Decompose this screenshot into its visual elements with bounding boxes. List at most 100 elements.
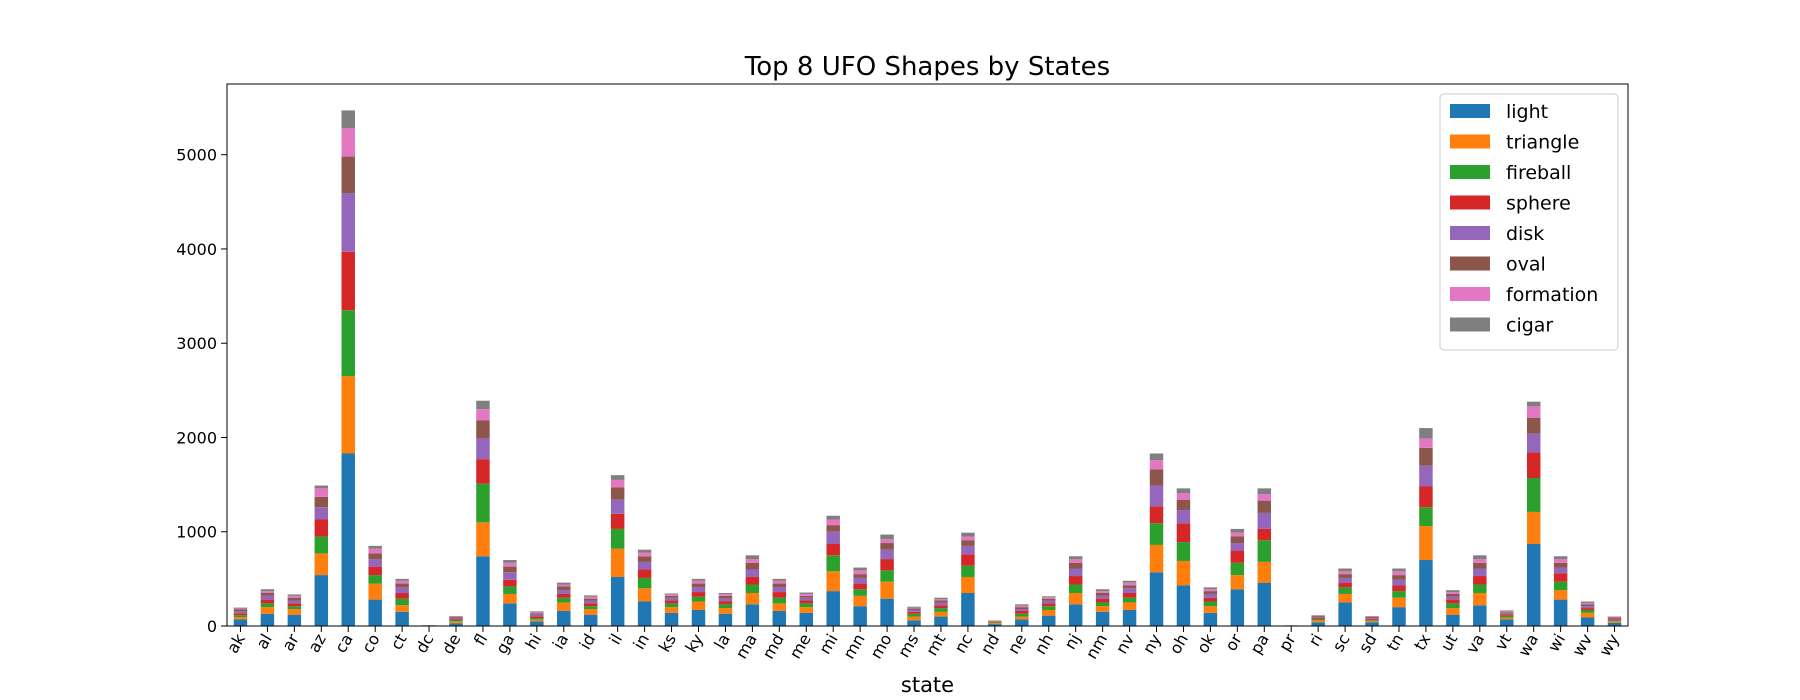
bar-segment-fireball-in [637,577,652,589]
bar-segment-oval-ks [664,595,679,598]
bar-segment-triangle-ne [1015,616,1029,620]
bar-segment-formation-pa [1257,494,1272,501]
bar-segment-oval-wi [1553,562,1568,568]
bar-segment-triangle-hi [530,619,544,622]
bar-segment-cigar-la [718,593,733,594]
bar-segment-cigar-nm [1095,589,1110,592]
bar-segment-disk-fl [476,438,490,460]
bar-segment-light-tn [1392,607,1406,626]
x-tick-label: id [575,631,599,653]
bar-segment-fireball-tn [1392,591,1406,598]
bar-segment-triangle-ca [341,376,355,454]
x-tick-label: pa [1246,631,1272,658]
bar-segment-disk-az [314,507,329,520]
bar-segment-formation-az [314,488,329,497]
y-tick-label: 2000 [176,428,217,447]
bar-segment-oval-nc [961,540,975,546]
bar-segment-oval-il [610,487,625,500]
bar-segment-triangle-mt [934,611,948,617]
legend-swatch-light [1450,104,1490,118]
chart-title: Top 8 UFO Shapes by States [744,52,1110,82]
bar-segment-formation-ar [287,595,302,598]
bar-segment-light-nv [1122,609,1137,626]
bar-segment-cigar-tn [1392,568,1406,572]
bar-segment-formation-in [637,552,652,557]
bars [233,110,1622,626]
bar-segment-oval-ny [1149,469,1164,486]
bar-segment-triangle-de [449,621,463,624]
bar-segment-light-il [610,576,625,626]
bar-segment-fireball-ca [341,310,355,377]
bar-segment-triangle-il [610,548,625,577]
bar-segment-light-co [368,599,382,626]
bar-segment-sphere-id [583,603,598,607]
bar-segment-disk-va [1473,568,1487,577]
bar-segment-light-nm [1095,611,1110,626]
bar-segment-fireball-mo [880,570,894,582]
bar-segment-fireball-sd [1365,619,1379,621]
bar-segment-light-pa [1257,582,1272,626]
bar-segment-triangle-oh [1176,560,1191,586]
bar-segment-cigar-az [314,485,329,489]
bar-segment-fireball-ia [557,597,571,603]
bar-segment-cigar-ar [287,594,302,596]
bar-segment-disk-wi [1553,567,1568,574]
bar-segment-light-tx [1419,560,1433,626]
x-tick-label: al [252,631,276,653]
bar-segment-cigar-tx [1419,428,1433,439]
bar-segment-sphere-wv [1580,608,1595,610]
bar-segment-fireball-nc [961,565,975,577]
bar-segment-disk-mt [934,602,948,606]
x-axis-label: state [901,673,954,697]
bar-segment-fireball-wa [1526,478,1541,512]
bar-segment-light-ky [691,609,706,626]
bar-segment-oval-in [637,556,652,562]
bar-segment-triangle-id [583,609,598,615]
bar-segment-cigar-wv [1580,601,1595,603]
bar-segment-oval-nj [1068,562,1083,569]
bar-segment-formation-ga [503,562,517,567]
x-tick-label: sc [1329,631,1354,655]
bar-segment-light-ma [745,604,760,626]
bar-segment-triangle-mo [880,581,894,599]
bar-segment-oval-ga [503,566,517,573]
bar-segment-fireball-co [368,575,382,584]
legend-swatch-fireball [1450,165,1490,179]
bar-segment-triangle-in [637,588,652,602]
bar-segment-cigar-ma [745,555,760,560]
bar-segment-light-id [583,614,598,626]
bar-segment-formation-al [260,591,275,594]
bar-segment-sphere-ga [503,579,517,587]
bar-segment-disk-pa [1257,512,1272,529]
bar-segment-oval-ca [341,156,355,194]
bar-segment-cigar-mt [934,597,948,600]
bar-segment-cigar-nj [1068,556,1083,560]
bar-segment-oval-wv [1580,604,1595,607]
legend-label-light: light [1506,101,1548,123]
bar-segment-oval-ct [395,583,409,588]
bar-segment-cigar-il [610,475,625,480]
x-tick-label: il [605,631,626,648]
bar-segment-formation-nv [1122,582,1137,586]
bar-segment-light-or [1230,589,1245,626]
bar-segment-sphere-ct [395,593,409,599]
bar-segment-oval-ri [1311,616,1325,618]
bar-segment-cigar-nh [1042,596,1056,598]
bar-segment-oval-sc [1338,574,1352,578]
bar-segment-disk-in [637,561,652,570]
bar-segment-light-me [799,612,813,626]
bar-segment-oval-tx [1419,447,1433,466]
bar-segment-fireball-ms [907,613,921,617]
bar-segment-light-az [314,575,329,626]
bar-segment-fireball-ri [1311,618,1325,621]
bar-segment-triangle-md [772,603,787,611]
bar-segment-cigar-ut [1446,590,1460,593]
bar-segment-disk-mo [880,549,894,560]
y-tick-label: 0 [207,617,217,636]
bar-segment-formation-ky [691,580,706,584]
x-tick-label: vt [1491,631,1515,654]
y-axis: 0 1000 2000 3000 4000 5000 [176,146,227,636]
legend-label-cigar: cigar [1506,315,1553,337]
bar-segment-triangle-la [718,608,733,614]
